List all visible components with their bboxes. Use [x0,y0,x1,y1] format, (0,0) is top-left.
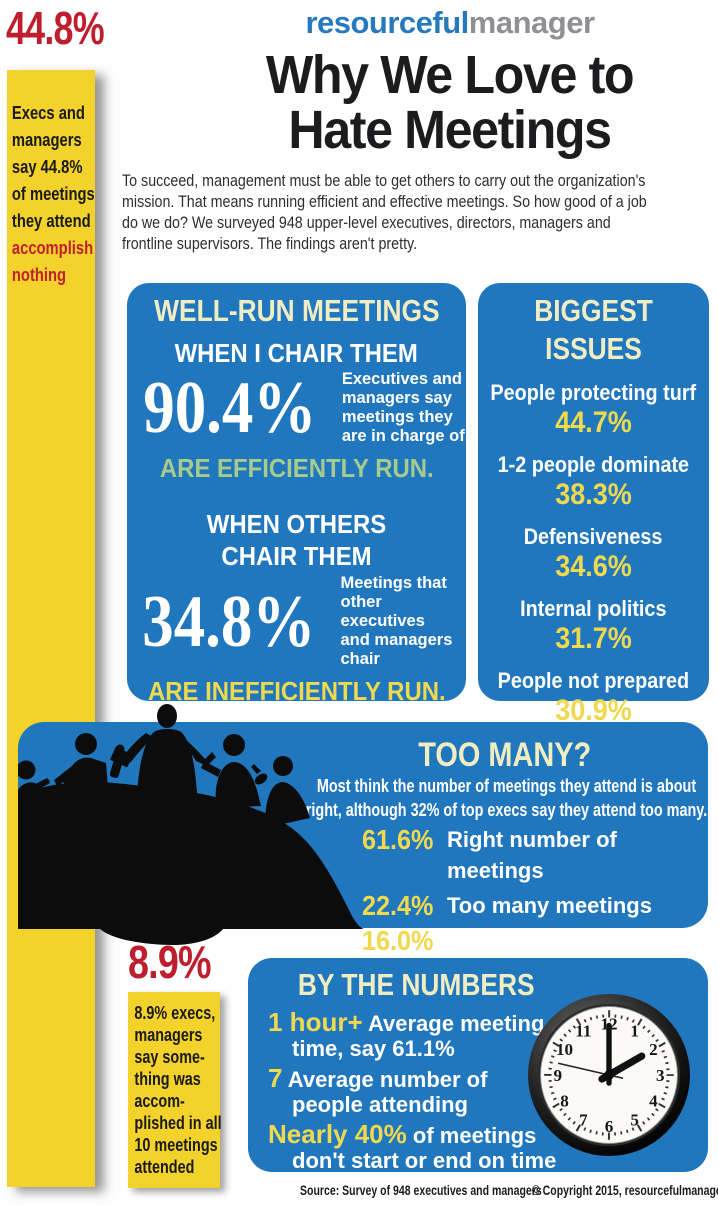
svg-text:7: 7 [579,1110,588,1129]
when-i-chair-subhead: WHEN I CHAIR THEM [174,338,419,368]
stat-row-90: 90.4% Executives and managers say meetin… [127,370,466,446]
svg-text:10: 10 [556,1040,573,1059]
stat-accomplished-percent: 8.9% [128,936,212,988]
bn-highlight: 1 hour+ [268,1007,363,1037]
when-others-chair-subhead: WHEN OTHERS CHAIR THEM [206,509,387,571]
left-stat-bar-note: Execs and managers say 44.8% of meetings… [7,70,101,289]
bn-highlight: Nearly 40% [268,1119,407,1149]
brand-logo: resourcefulmanager [185,6,715,40]
bn-text: of meetings don't start or end on time [292,1123,557,1173]
accomplished-note-box: 8.9% execs, managers say some- thing was… [128,992,222,1188]
masthead: resourcefulmanager Why We Love to Hate M… [185,6,715,158]
clock-numerals: 12 1 2 3 4 5 6 7 8 9 10 11 [553,1015,664,1137]
logo-word-manager: manager [468,5,595,40]
issue-value: 31.7% [555,622,632,655]
too-many-header: TOO MANY? [418,736,592,774]
issue-value: 44.7% [555,406,632,439]
page-title: Why We Love to Hate Meetings [266,45,635,160]
svg-text:6: 6 [605,1117,614,1136]
svg-text:5: 5 [630,1110,639,1129]
by-the-numbers-header: BY THE NUMBERS [297,967,535,1002]
svg-text:11: 11 [575,1021,591,1040]
bn-highlight: 7 [268,1063,283,1093]
stat-desc-90: Executives and managers say meetings the… [341,370,465,445]
issue-value: 34.6% [555,550,632,583]
logo-word-resourceful: resourceful [305,5,469,40]
issue-label: Internal politics [520,596,667,621]
too-many-stat-value: 22.4% [361,890,434,921]
wall-clock-icon: 12 1 2 3 4 5 6 7 8 9 10 11 [528,994,690,1156]
bn-text: Average meeting time, say 61.1% [292,1011,545,1061]
too-many-stats: 61.6% Right number of meetings 22.4% Too… [327,824,708,956]
svg-text:9: 9 [553,1066,562,1085]
inefficiently-run-line: ARE INEFFICIENTLY RUN. [147,676,446,706]
efficiently-run-line: ARE EFFICIENTLY RUN. [159,453,434,483]
issue-label: People not prepared [497,668,690,693]
svg-text:1: 1 [630,1021,639,1040]
too-many-stat-label: Not enough meetings [447,928,672,953]
left-bar-note-red: accomplish nothing [11,238,94,285]
issue-label: People protecting turf [490,380,697,405]
issue-value: 38.3% [555,478,632,511]
svg-text:4: 4 [649,1092,658,1111]
issue-label: Defensiveness [524,524,663,549]
clock-center-cap [604,1070,614,1080]
too-many-stat-value: 61.6% [361,824,434,855]
by-the-numbers-list: 1 hour+ Average meeting time, say 61.1% … [268,1007,564,1173]
bn-row-people-attending: 7 Average number of people attending [268,1063,564,1117]
left-stat-bar: Execs and managers say 44.8% of meetings… [7,70,95,1187]
bn-text: Average number of people attending [287,1067,488,1117]
biggest-issues-header: BIGGEST ISSUES [534,293,653,366]
accomplished-note-text: 8.9% execs, managers say some- thing was… [134,1003,222,1177]
biggest-issues-box: BIGGEST ISSUES People protecting turf 44… [478,283,709,727]
well-run-meetings-box: WELL-RUN MEETINGS WHEN I CHAIR THEM 90.4… [127,283,466,705]
bn-row-start-end-on-time: Nearly 40% of meetings don't start or en… [268,1119,564,1173]
left-bar-note-black: Execs and managers say 44.8% of meetings… [11,103,95,231]
clock-hour-ticks [544,1010,674,1140]
meeting-silhouette-graphic [18,704,364,945]
too-many-stat-label: Right number of meetings [447,827,617,883]
stat-accomplish-nothing-percent: 44.8% [6,2,105,54]
biggest-issues-list: People protecting turf 44.7% 1-2 people … [478,380,709,740]
well-run-header: WELL-RUN MEETINGS [153,293,440,328]
too-many-stat-value: 16.0% [361,925,434,956]
svg-text:8: 8 [560,1092,569,1111]
too-many-stat-label: Too many meetings [447,893,652,918]
stat-desc-34: Meetings that other executives and manag… [340,574,453,668]
too-many-intro: Most think the number of meetings they a… [305,776,707,820]
issue-item: Internal politics 31.7% [478,596,709,668]
issue-item: 1-2 people dominate 38.3% [478,452,709,524]
stat-row-34: 34.8% Meetings that other executives and… [127,574,466,669]
issue-item: Defensiveness 34.6% [478,524,709,596]
footer-source: Source: Survey of 948 executives and man… [300,1183,542,1198]
intro-paragraph: To succeed, management must be able to g… [122,171,647,253]
stat-value-90: 90.4% [143,367,317,449]
footer-copyright: © Copyright 2015, resourcefulmanager [532,1183,718,1198]
issue-label: 1-2 people dominate [497,452,690,477]
svg-text:2: 2 [649,1040,658,1059]
bn-row-meeting-time: 1 hour+ Average meeting time, say 61.1% [268,1007,564,1061]
issue-item: People not prepared 30.9% [478,668,709,740]
stat-value-34: 34.8% [142,580,316,663]
issue-value: 30.9% [555,694,632,727]
svg-text:3: 3 [656,1066,665,1085]
issue-item: People protecting turf 44.7% [478,380,709,452]
